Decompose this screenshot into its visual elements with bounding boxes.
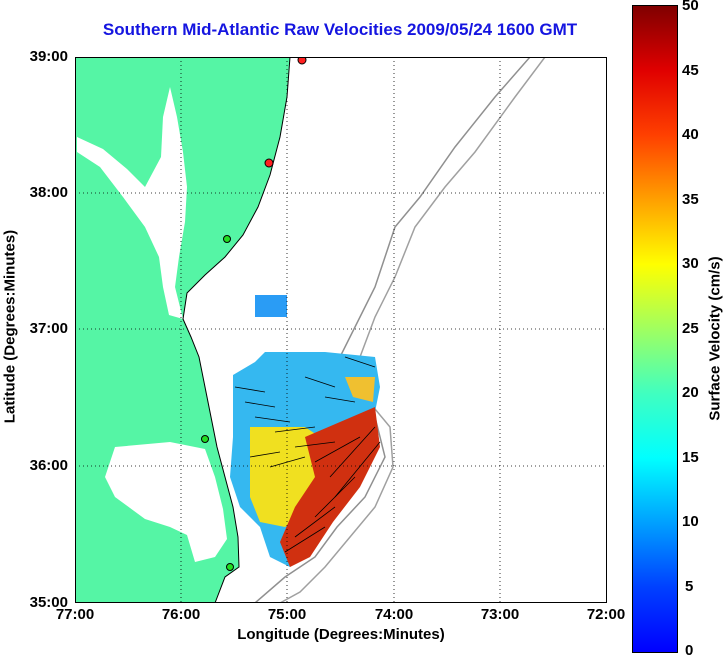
station-marker xyxy=(223,235,231,243)
x-axis-label: Longitude (Degrees:Minutes) xyxy=(237,626,445,643)
station-marker xyxy=(201,435,209,443)
x-tick: 74:00 xyxy=(374,606,414,623)
map-panel xyxy=(75,57,607,603)
colorbar-tick: 50 xyxy=(682,0,699,14)
colorbar-tick: 20 xyxy=(682,384,699,401)
x-tick: 72:00 xyxy=(586,606,626,623)
graticule xyxy=(75,57,607,603)
chesapeake-bay xyxy=(77,87,187,319)
x-tick: 73:00 xyxy=(480,606,520,623)
y-tick: 39:00 xyxy=(29,48,68,65)
colorbar-tick: 0 xyxy=(685,642,694,659)
x-tick: 75:00 xyxy=(267,606,307,623)
y-tick: 35:00 xyxy=(29,594,68,611)
colorbar-tick: 15 xyxy=(682,449,699,466)
colorbar-tick: 35 xyxy=(682,191,699,208)
coastline xyxy=(182,57,291,603)
colorbar-tick: 5 xyxy=(685,578,694,595)
velocity-vectors xyxy=(234,356,381,553)
station-marker xyxy=(264,158,274,168)
colorbar xyxy=(632,5,678,653)
y-tick: 36:00 xyxy=(29,457,68,474)
colorbar-tick: 25 xyxy=(682,320,699,337)
x-tick: 77:00 xyxy=(55,606,95,623)
colorbar-tick: 45 xyxy=(682,62,699,79)
map-title: Southern Mid-Atlantic Raw Velocities 200… xyxy=(102,20,578,39)
colorbar-tick: 10 xyxy=(682,513,699,530)
colorbar-tick: 40 xyxy=(682,126,699,143)
y-tick: 38:00 xyxy=(29,184,68,201)
x-tick: 76:00 xyxy=(161,606,201,623)
pamlico-sound xyxy=(105,442,227,562)
station-marker xyxy=(226,563,234,571)
colorbar-label: Surface Velocity (cm/s) xyxy=(706,256,724,421)
map-frame xyxy=(75,57,607,603)
y-tick: 37:00 xyxy=(29,320,68,337)
colorbar-tick: 30 xyxy=(682,255,699,272)
station-marker xyxy=(297,57,307,65)
y-axis-label: Latitude (Degrees:Minutes) xyxy=(1,229,19,424)
